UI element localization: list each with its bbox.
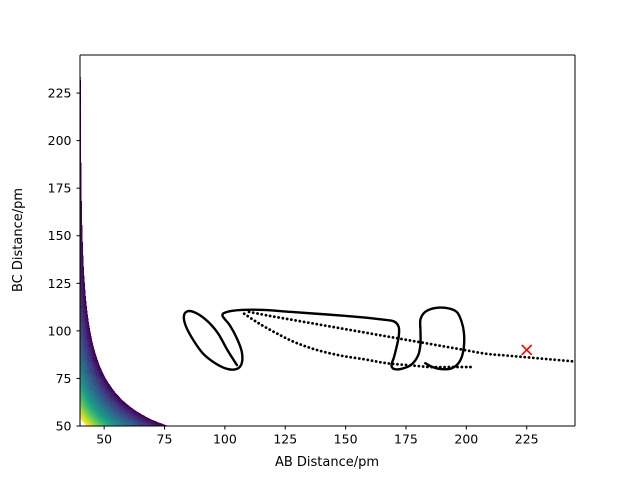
x-tick-label: 125 — [273, 432, 297, 447]
y-tick-label: 100 — [48, 323, 72, 338]
y-tick-label: 50 — [56, 419, 72, 434]
x-tick-label: 50 — [96, 432, 112, 447]
y-tick-label: 175 — [48, 181, 72, 196]
x-tick-label: 175 — [394, 432, 418, 447]
y-tick-label: 200 — [48, 133, 72, 148]
x-axis-label: AB Distance/pm — [275, 455, 379, 470]
x-tick-label: 150 — [334, 432, 358, 447]
y-tick-label: 225 — [48, 86, 72, 101]
y-tick-label: 125 — [48, 276, 72, 291]
y-axis-label: BC Distance/pm — [11, 188, 26, 292]
x-tick-label: 200 — [454, 432, 478, 447]
x-tick-label: 225 — [515, 432, 539, 447]
x-tick-label: 100 — [213, 432, 237, 447]
y-tick-label: 150 — [48, 228, 72, 243]
y-tick-label: 75 — [56, 371, 72, 386]
x-tick-label: 75 — [157, 432, 173, 447]
